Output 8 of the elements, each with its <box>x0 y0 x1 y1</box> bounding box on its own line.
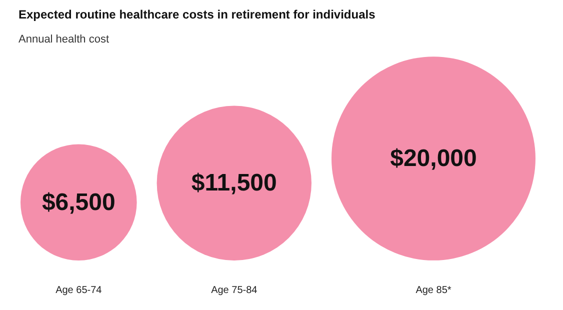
text: Expected routine healthcare costs in retirement for individuals <box>18 8 376 22</box>
category-label: Age 85* <box>416 285 452 296</box>
data-label: $20,000 <box>390 145 477 172</box>
category-label: Age 75-84 <box>211 285 258 296</box>
data-label: $6,500 <box>42 188 116 216</box>
text: Annual health cost <box>18 34 110 46</box>
data-label: $11,500 <box>191 170 277 197</box>
category-label: Age 65-74 <box>56 285 102 296</box>
